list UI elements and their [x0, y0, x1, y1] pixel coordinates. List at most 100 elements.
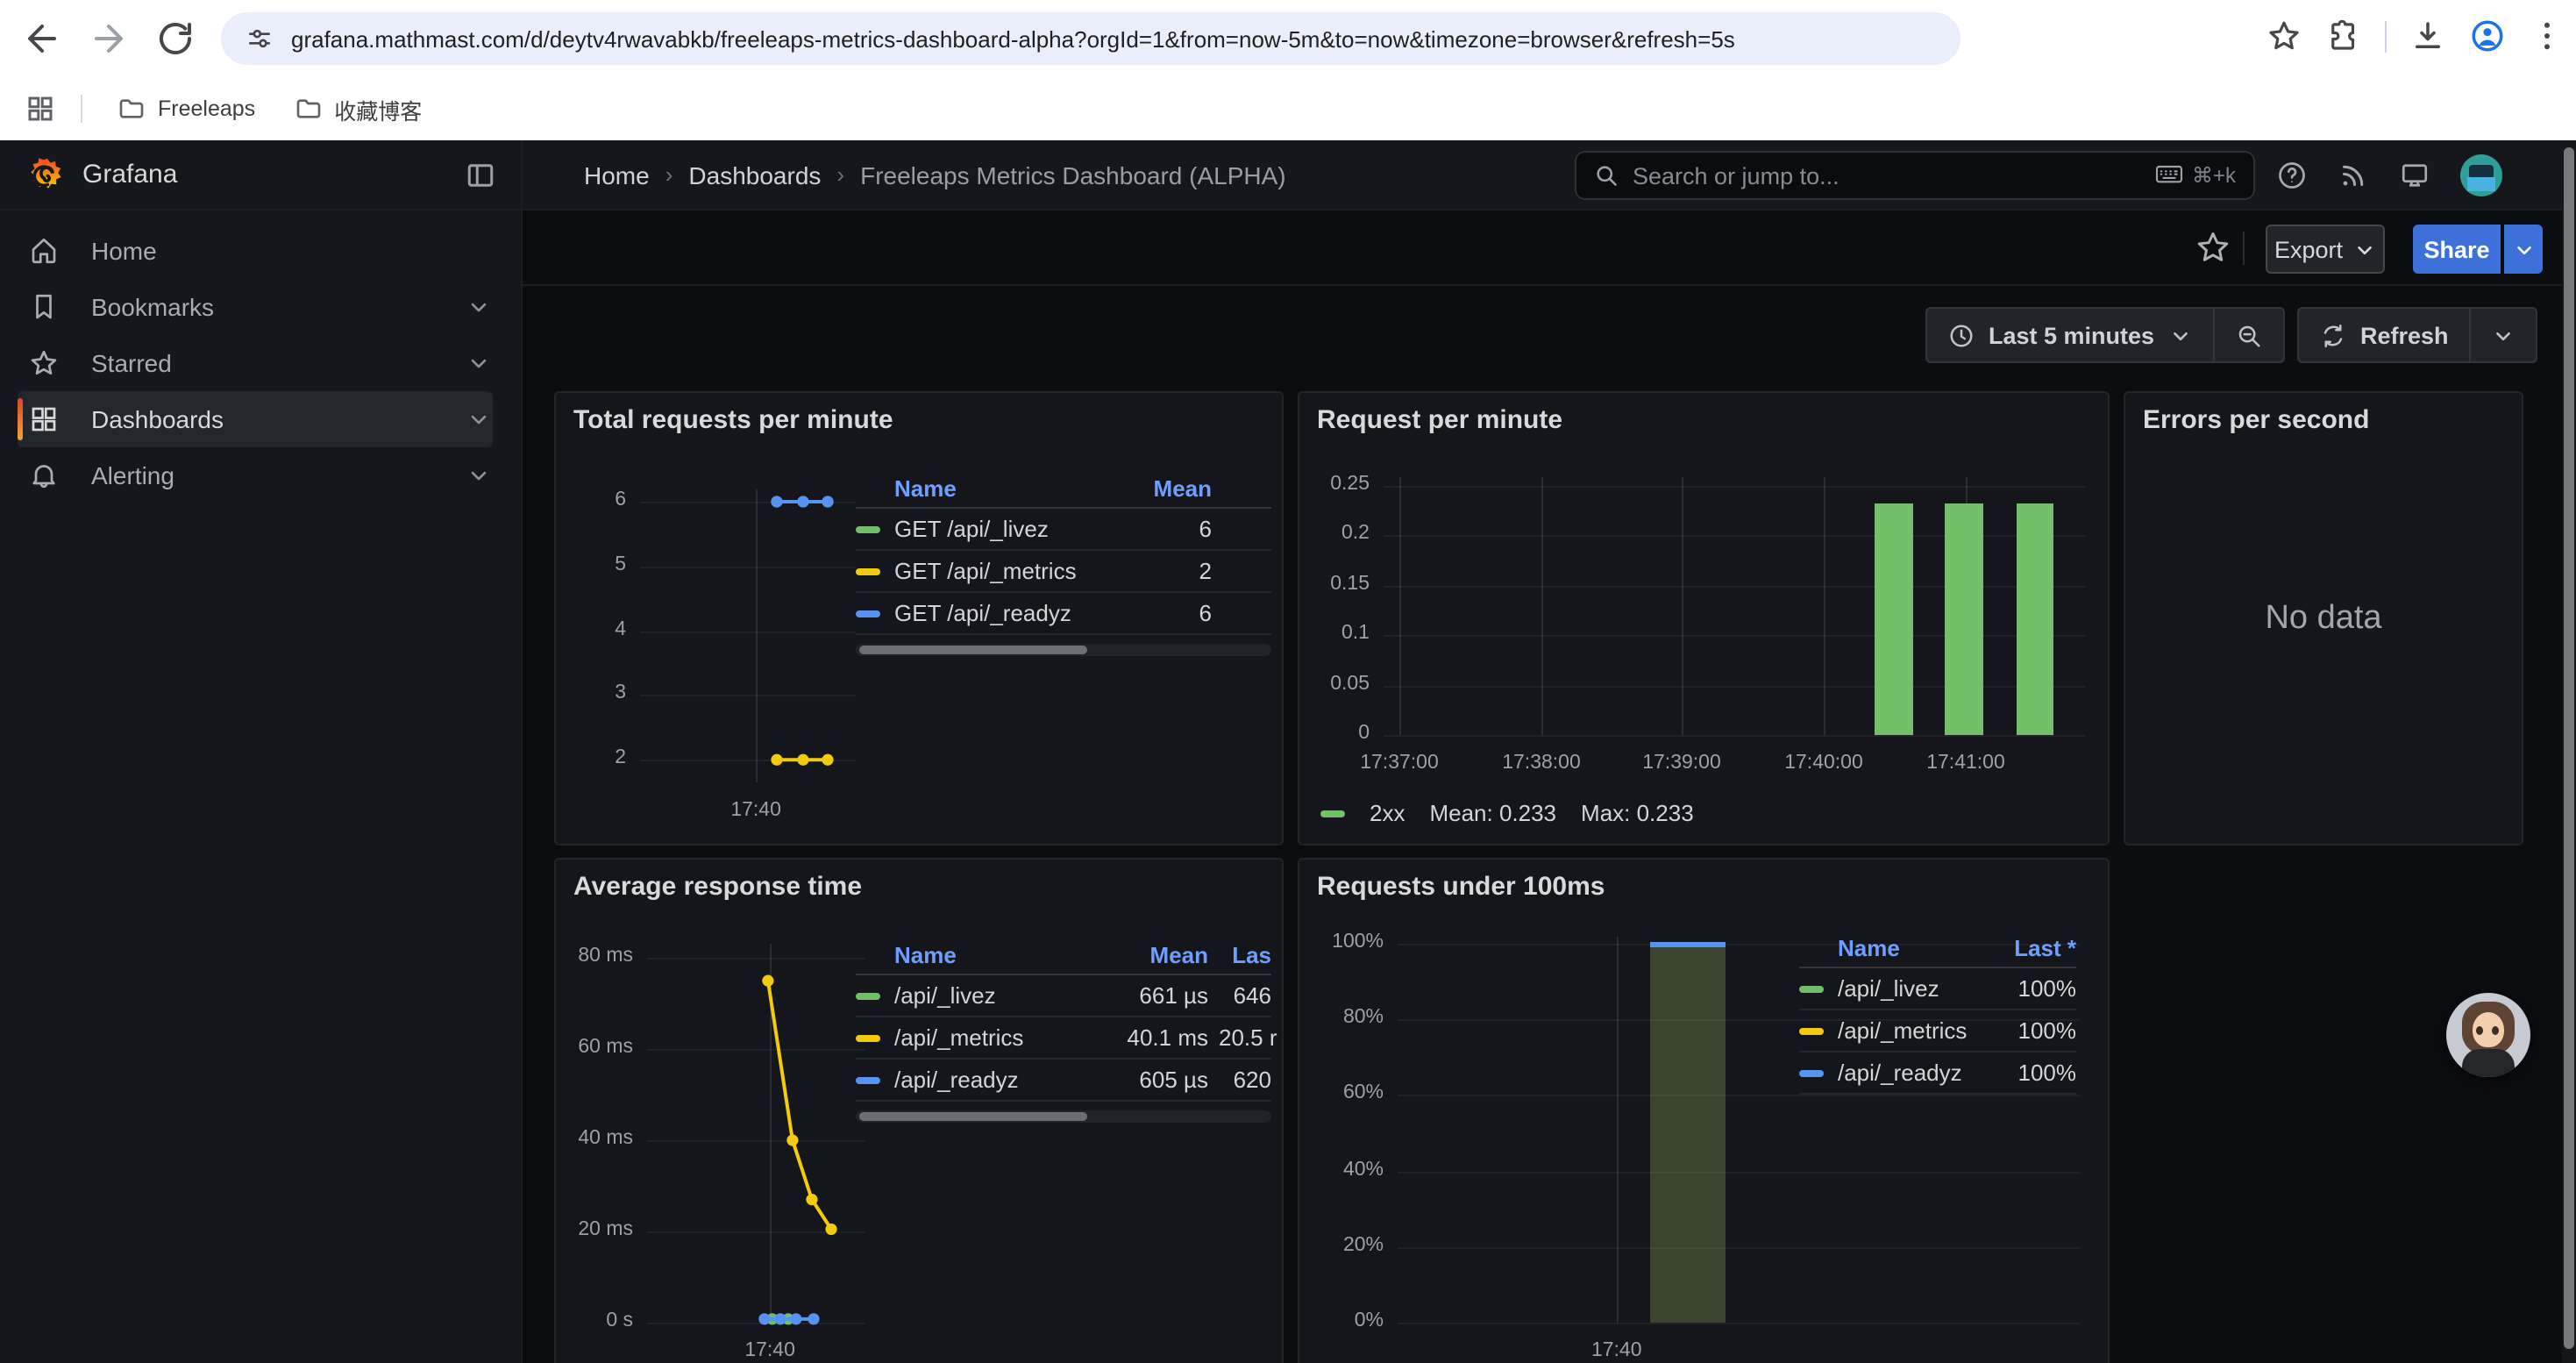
legend-column-header[interactable]: Las: [1232, 942, 1271, 968]
breadcrumb-dashboards[interactable]: Dashboards: [688, 161, 822, 189]
gridline-y: [1384, 486, 2085, 489]
gridline-x: [756, 489, 758, 782]
bookmark-star-icon[interactable]: [2266, 18, 2302, 54]
y-tick-label: 0.05: [1330, 673, 1370, 695]
chevron-down-icon[interactable]: [466, 351, 491, 375]
series-color-pill[interactable]: [1799, 1069, 1824, 1076]
extensions-icon[interactable]: [2325, 18, 2362, 54]
series-name[interactable]: GET /api/_readyz: [894, 600, 1071, 626]
series-name[interactable]: /api/_metrics: [894, 1024, 1024, 1051]
panel-title[interactable]: Total requests per minute: [573, 405, 893, 435]
legend-column-header[interactable]: Last *: [2014, 935, 2076, 961]
series-name[interactable]: /api/_livez: [894, 982, 996, 1009]
legend-row[interactable]: /api/_metrics 100%: [1799, 1010, 2076, 1053]
legend-row[interactable]: /api/_readyz 605 µs 620: [856, 1060, 1271, 1102]
chevron-down-icon[interactable]: [466, 407, 491, 432]
apps-grid-icon[interactable]: [25, 93, 56, 125]
chart-plot: 0.25 0.2 0.15 0.1 0.05 0 17:37:00 17:38:00 17:39…: [1330, 474, 2085, 774]
chevron-down-icon[interactable]: [466, 295, 491, 319]
legend-scrollbar-thumb[interactable]: [859, 646, 1087, 654]
gridline-y: [1398, 1171, 2080, 1174]
back-icon[interactable]: [21, 18, 63, 60]
series-color-pill[interactable]: [1799, 1027, 1824, 1034]
share-button[interactable]: Share: [2413, 225, 2501, 274]
sidebar-item-bookmarks[interactable]: Bookmarks: [0, 279, 521, 335]
breadcrumb-home[interactable]: Home: [584, 161, 650, 189]
bookmark-folder-label: Freeleaps: [158, 96, 256, 121]
folder-icon: [294, 95, 322, 123]
series-color-pill[interactable]: [856, 1076, 880, 1083]
legend-column-header[interactable]: Name: [894, 942, 957, 968]
sidebar-item-starred[interactable]: Starred: [0, 335, 521, 391]
grafana-brand[interactable]: Grafana: [82, 160, 178, 189]
zoom-out-button[interactable]: [2214, 309, 2282, 361]
y-tick-label: 0.15: [1330, 573, 1370, 595]
no-data-message: No data: [2265, 599, 2382, 636]
series-name[interactable]: /api/_livez: [1838, 975, 1939, 1002]
refresh-button[interactable]: Refresh: [2299, 309, 2470, 361]
legend-row[interactable]: GET /api/_metrics 2: [856, 551, 1271, 593]
panel-title[interactable]: Request per minute: [1317, 405, 1563, 435]
series-name[interactable]: /api/_metrics: [1838, 1017, 1968, 1044]
legend-column-header[interactable]: Mean: [1149, 942, 1208, 968]
bookmark-folder-blogs[interactable]: 收藏博客: [283, 87, 432, 131]
legend-row[interactable]: GET /api/_livez 6: [856, 509, 1271, 551]
legend-header: Name Mean Las: [856, 937, 1271, 975]
user-avatar[interactable]: [2460, 154, 2502, 196]
time-range-picker[interactable]: Last 5 minutes: [1927, 309, 2212, 361]
export-button[interactable]: Export: [2266, 225, 2385, 274]
share-menu-button[interactable]: [2504, 225, 2543, 274]
grafana-logo[interactable]: [28, 155, 67, 194]
legend-column-header[interactable]: Name: [1838, 935, 1900, 961]
news-rss-icon[interactable]: [2338, 160, 2369, 191]
favorite-star-icon[interactable]: [2194, 228, 2232, 267]
series-value: 100%: [2017, 1017, 2077, 1044]
refresh-interval-button[interactable]: [2472, 309, 2537, 361]
sidebar-item-home[interactable]: Home: [0, 223, 521, 279]
site-settings-icon[interactable]: [246, 25, 274, 53]
scrollbar-thumb[interactable]: [2564, 147, 2574, 1349]
series-name[interactable]: GET /api/_metrics: [894, 558, 1077, 584]
search-input[interactable]: [1633, 162, 2141, 189]
legend-column-header[interactable]: Name: [894, 475, 957, 502]
legend-row[interactable]: GET /api/_readyz 6: [856, 593, 1271, 635]
series-name[interactable]: /api/_readyz: [894, 1067, 1019, 1093]
series-color-pill[interactable]: [856, 610, 880, 617]
bookmark-folder-freeleaps[interactable]: Freeleaps: [107, 89, 266, 128]
sidebar-item-alerting[interactable]: Alerting: [0, 447, 521, 503]
legend-scrollbar[interactable]: [856, 644, 1271, 656]
legend-row[interactable]: /api/_livez 100%: [1799, 968, 2076, 1010]
panel-title[interactable]: Errors per second: [2143, 405, 2370, 435]
legend-scrollbar-thumb[interactable]: [859, 1112, 1087, 1121]
legend-row[interactable]: /api/_readyz 100%: [1799, 1053, 2076, 1095]
series-color-pill[interactable]: [1320, 810, 1345, 817]
sidebar-toggle-icon[interactable]: [465, 160, 496, 191]
legend-row[interactable]: /api/_livez 661 µs 646: [856, 975, 1271, 1017]
series-color-pill[interactable]: [856, 567, 880, 574]
series-name[interactable]: 2xx: [1370, 800, 1405, 826]
panel-title[interactable]: Requests under 100ms: [1317, 872, 1605, 902]
series-color-pill[interactable]: [1799, 985, 1824, 992]
series-color-pill[interactable]: [856, 525, 880, 532]
download-icon[interactable]: [2409, 18, 2446, 54]
assistant-avatar-bubble[interactable]: [2446, 993, 2530, 1077]
series-name[interactable]: /api/_readyz: [1838, 1060, 1962, 1086]
panel-title[interactable]: Average response time: [573, 872, 863, 902]
search-box[interactable]: ⌘+k: [1575, 151, 2255, 200]
sidebar-item-dashboards[interactable]: Dashboards: [0, 391, 521, 447]
forward-icon[interactable]: [88, 18, 130, 60]
legend-row[interactable]: /api/_metrics 40.1 ms 20.5 r: [856, 1017, 1277, 1060]
legend-column-header[interactable]: Mean: [1153, 475, 1212, 502]
address-bar[interactable]: grafana.mathmast.com/d/deytv4rwavabkb/fr…: [221, 12, 1960, 65]
monitor-icon[interactable]: [2399, 160, 2430, 191]
chevron-down-icon[interactable]: [466, 463, 491, 488]
series-name[interactable]: GET /api/_livez: [894, 516, 1049, 542]
browser-menu-icon[interactable]: [2529, 18, 2565, 54]
legend-scrollbar[interactable]: [856, 1110, 1271, 1123]
reload-icon[interactable]: [154, 18, 196, 60]
chart-plot: 100% 80% 60% 40% 20% 0% 17:40: [1332, 931, 2080, 1361]
series-color-pill[interactable]: [856, 1034, 880, 1041]
profile-icon[interactable]: [2469, 18, 2506, 54]
help-icon[interactable]: [2276, 160, 2308, 191]
series-color-pill[interactable]: [856, 992, 880, 999]
